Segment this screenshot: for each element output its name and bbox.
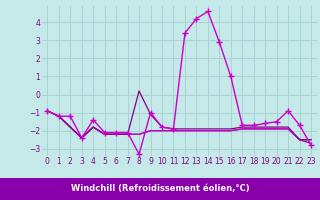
Text: Windchill (Refroidissement éolien,°C): Windchill (Refroidissement éolien,°C)	[71, 184, 249, 194]
